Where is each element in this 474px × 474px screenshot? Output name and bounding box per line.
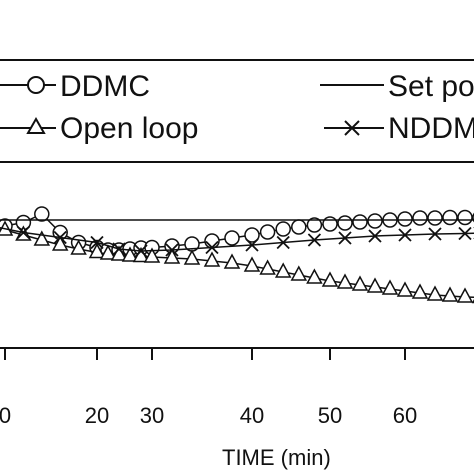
point-open-loop-19: [290, 265, 308, 281]
point-nddm-8: [245, 238, 259, 252]
point-ddmc-22: [337, 215, 353, 231]
point-open-loop-25: [381, 279, 399, 295]
point-open-loop-27: [411, 283, 429, 299]
point-nddm-13: [398, 228, 412, 242]
point-nddm-9: [276, 235, 290, 250]
plot-series: [0, 206, 474, 304]
legend-nddm-marker: [344, 120, 360, 136]
point-ddmc-14: [204, 233, 220, 249]
point-nddm-7: [205, 240, 219, 255]
point-nddm-4: [112, 242, 126, 256]
point-nddm-5: [134, 244, 148, 258]
point-ddmc-15: [224, 230, 240, 246]
point-open-loop-18: [274, 262, 292, 278]
point-open-loop-30: [456, 287, 474, 303]
point-ddmc-29: [442, 209, 458, 226]
point-ddmc-3: [34, 206, 50, 222]
point-ddmc-27: [412, 210, 428, 226]
legend-setpoint-label: Set po: [388, 70, 474, 103]
x-tick-label-0: 0: [0, 403, 11, 428]
point-open-loop-20: [306, 268, 323, 284]
point-open-loop-23: [351, 275, 369, 291]
point-nddm-1: [16, 225, 31, 240]
point-open-loop-7: [99, 244, 117, 260]
point-ddmc-19: [291, 219, 307, 235]
point-nddm-6: [165, 243, 179, 257]
point-nddm-10: [307, 233, 322, 247]
point-open-loop-12: [163, 248, 181, 264]
point-open-loop-29: [441, 286, 459, 302]
point-ddmc-17: [259, 224, 276, 240]
x-tick-label-3: 40: [240, 403, 264, 428]
point-open-loop-5: [70, 239, 87, 255]
point-ddmc-21: [322, 216, 338, 232]
point-nddm-3: [90, 235, 104, 250]
x-tick-label-1: 20: [85, 403, 109, 428]
point-open-loop-28: [426, 285, 444, 301]
point-nddm-14: [428, 227, 442, 241]
point-ddmc-20: [306, 217, 323, 233]
point-open-loop-17: [259, 259, 276, 275]
point-ddmc-26: [397, 211, 413, 227]
point-open-loop-26: [396, 281, 414, 297]
point-open-loop-24: [366, 277, 384, 293]
legend-openloop-marker: [26, 116, 46, 134]
legend-nddm-label: NDDM: [388, 112, 474, 145]
point-ddmc-16: [244, 227, 260, 243]
legend-openloop-label: Open loop: [60, 112, 198, 145]
point-open-loop-15: [223, 253, 241, 269]
point-nddm-15: [458, 226, 472, 241]
point-open-loop-13: [183, 249, 201, 265]
point-open-loop-3: [33, 230, 51, 246]
point-open-loop-22: [336, 273, 354, 289]
point-nddm-2: [53, 230, 67, 245]
legend: DDMC Set po Open loop NDDM: [0, 59, 474, 163]
x-tick-label-4: 50: [318, 403, 342, 428]
x-ticks: 0 20 30 40 50 60: [0, 348, 417, 428]
legend-ddmc-label: DDMC: [60, 70, 150, 103]
point-open-loop-6: [88, 242, 106, 259]
x-tick-label-2: 30: [140, 403, 164, 428]
point-ddmc-24: [367, 213, 383, 229]
legend-ddmc-marker: [27, 76, 45, 94]
point-nddm-11: [338, 231, 352, 245]
x-axis-title: TIME (min): [222, 445, 331, 470]
point-ddmc-28: [427, 210, 443, 226]
point-ddmc-18: [275, 221, 291, 237]
point-ddmc-30: [457, 209, 473, 226]
point-nddm-12: [368, 229, 382, 243]
x-tick-label-5: 60: [393, 403, 417, 428]
point-open-loop-11: [143, 247, 161, 263]
point-open-loop-9: [121, 246, 139, 262]
point-open-loop-14: [203, 251, 221, 267]
point-ddmc-23: [352, 214, 368, 230]
point-open-loop-16: [243, 256, 261, 272]
point-open-loop-21: [321, 271, 339, 287]
point-open-loop-4: [51, 235, 69, 251]
